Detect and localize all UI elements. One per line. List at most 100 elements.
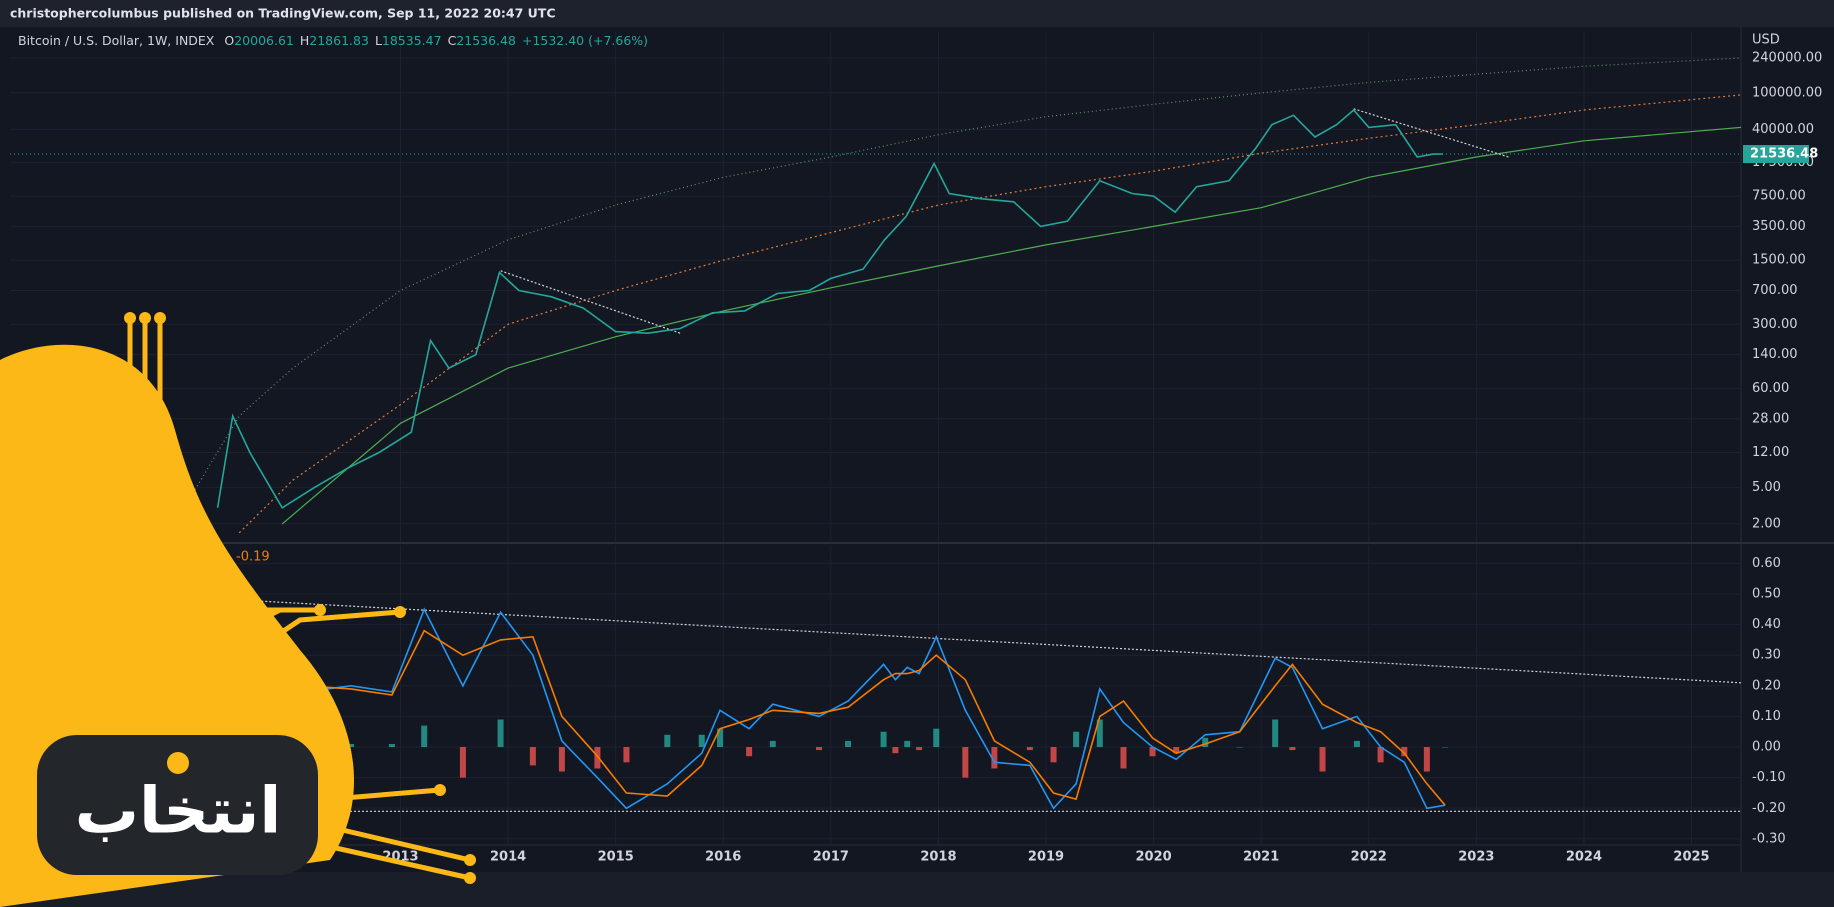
x-tick-label: 2017 — [813, 850, 849, 865]
histogram-bar — [594, 747, 601, 769]
histogram-bar — [1423, 747, 1430, 772]
y-tick-label: 0.20 — [1752, 678, 1781, 693]
y-tick-label: -0.30 — [1752, 831, 1786, 846]
y-tick-label: 0.40 — [1752, 617, 1781, 632]
x-tick-label: 2024 — [1566, 850, 1602, 865]
histogram-bar — [845, 740, 852, 748]
x-tick-label: 2015 — [598, 850, 634, 865]
logo-plate — [37, 735, 318, 875]
histogram-bar — [1289, 747, 1296, 751]
logo-coin — [167, 752, 189, 774]
y-tick-label: -0.10 — [1752, 770, 1786, 785]
y-tick-label: 0.50 — [1752, 586, 1781, 601]
histogram-bar — [1377, 747, 1384, 763]
x-tick-label: 2025 — [1673, 850, 1709, 865]
histogram-bar — [421, 725, 428, 748]
histogram-bar — [1120, 747, 1127, 769]
trend-line — [281, 126, 1741, 525]
trend-line — [1353, 108, 1509, 158]
ohlc-value: 18535.47 — [381, 33, 442, 48]
x-tick-label: 2020 — [1136, 850, 1172, 865]
y-tick-label: 2.00 — [1752, 516, 1781, 531]
histogram-bar — [698, 734, 705, 748]
x-tick-label: 2019 — [1028, 850, 1064, 865]
logo-text: انتخاب — [75, 775, 282, 849]
watermark-logo: انتخاب — [0, 312, 476, 907]
ohlc-label: O — [224, 33, 235, 48]
y-tick-label: 100000.00 — [1752, 85, 1822, 100]
y-tick-label: -0.20 — [1752, 801, 1786, 816]
last-price-box — [1743, 145, 1809, 164]
trend-line — [174, 57, 1741, 525]
x-tick-label: 2016 — [705, 850, 741, 865]
price-line — [216, 108, 1444, 509]
histogram-bar — [1096, 719, 1103, 748]
histogram-bar — [1401, 747, 1408, 757]
y-tick-label: 0.30 — [1752, 648, 1781, 663]
histogram-bar — [933, 728, 940, 748]
histogram-bar — [1236, 747, 1243, 748]
histogram-bar — [1353, 740, 1360, 748]
histogram-bar — [769, 740, 776, 748]
histogram-bar — [991, 747, 998, 769]
legend: Bitcoin / U.S. Dollar, 1W, INDEX O20006.6… — [18, 33, 654, 48]
logo-circuits — [37, 318, 471, 881]
histogram-bar — [1050, 747, 1057, 763]
histogram-bar — [623, 747, 630, 763]
y-tick-label: 12.00 — [1752, 445, 1789, 460]
y-tick-label: 5.00 — [1752, 480, 1781, 495]
macd-line — [193, 602, 1446, 806]
x-tick-label: 2018 — [920, 850, 956, 865]
ohlc-value: 21861.83 — [309, 33, 369, 48]
histogram-bar — [746, 747, 753, 757]
x-tick-label: 2022 — [1351, 850, 1387, 865]
histogram-bar — [1202, 737, 1209, 748]
ohlc-label: H — [299, 33, 310, 48]
indicator-value: -0.19 — [236, 550, 270, 565]
histogram-bar — [497, 719, 504, 748]
histogram-bar — [348, 743, 355, 748]
histogram-bar — [904, 740, 911, 748]
histogram-bar — [1026, 747, 1033, 751]
histogram-bar — [388, 743, 395, 748]
x-tick-label: 2014 — [490, 850, 526, 865]
histogram-bar — [1442, 747, 1449, 748]
footer-bar — [0, 872, 1834, 907]
histogram-bar — [1149, 747, 1156, 757]
macd-line — [193, 599, 1446, 810]
y-tick-label: 40000.00 — [1752, 122, 1814, 137]
histogram-bar — [664, 734, 671, 748]
histogram-bar — [816, 747, 823, 751]
x-tick-label: 2023 — [1458, 850, 1494, 865]
histogram-bar — [1173, 747, 1180, 754]
y-tick-label: 300.00 — [1752, 317, 1798, 332]
y-tick-label: 240000.00 — [1752, 51, 1822, 66]
y-tick-label: 0.60 — [1752, 556, 1781, 571]
trend-line — [238, 94, 1741, 534]
histogram-bar — [880, 731, 887, 748]
ohlc-label: C — [447, 33, 457, 48]
y-tick-label: 0.10 — [1752, 709, 1781, 724]
histogram-bar — [529, 747, 536, 766]
histogram-bar — [558, 747, 565, 772]
y-tick-label: 700.00 — [1752, 283, 1798, 298]
histogram-bar — [1272, 719, 1279, 748]
histogram-bar — [459, 747, 466, 778]
header: christophercolumbus published on Trading… — [10, 6, 556, 21]
last-price-label: 21536.48 — [1750, 147, 1818, 162]
y-tick-label: 60.00 — [1752, 381, 1789, 396]
logo-dots — [124, 312, 476, 884]
ohlc-value: 21536.48 — [456, 33, 516, 48]
y-tick-label: 1500.00 — [1752, 253, 1806, 268]
y-tick-label: 7500.00 — [1752, 189, 1806, 204]
y-tick-label: 140.00 — [1752, 347, 1798, 362]
pane — [10, 32, 1741, 542]
ohlc-label: L — [374, 33, 382, 48]
histogram-bar — [1319, 747, 1326, 772]
symbol-title: Bitcoin / U.S. Dollar, 1W, INDEX — [18, 33, 215, 48]
histogram-bar — [962, 747, 969, 778]
histogram-bar — [916, 747, 923, 751]
histogram-bar — [1073, 731, 1080, 748]
